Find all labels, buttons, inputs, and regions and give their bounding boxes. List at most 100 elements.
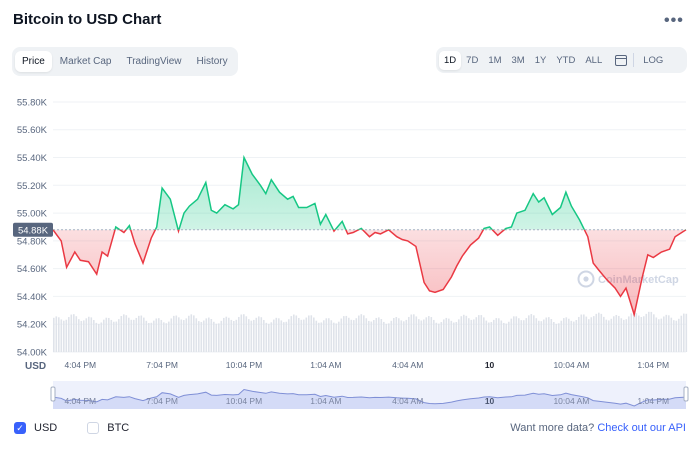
volume-bar: [385, 323, 388, 352]
log-toggle[interactable]: LOG: [643, 54, 664, 66]
volume-bar: [453, 322, 455, 352]
volume-bar: [305, 317, 308, 352]
volume-bar: [485, 320, 488, 352]
tab-history[interactable]: History: [196, 56, 228, 67]
volume-bar: [345, 315, 348, 352]
tab-tradingview[interactable]: TradingView: [126, 56, 182, 67]
volume-bar: [553, 322, 555, 352]
btc-label: BTC: [107, 422, 130, 434]
volume-bar: [420, 320, 423, 352]
volume-bar: [88, 316, 90, 352]
volume-bar: [650, 311, 653, 352]
more-options-icon[interactable]: •••: [664, 12, 684, 29]
volume-bar: [150, 322, 153, 352]
volume-bar: [648, 311, 650, 352]
navigator-right-handle[interactable]: [683, 386, 689, 402]
volume-bar: [268, 323, 270, 352]
volume-bar: [538, 320, 540, 352]
volume-bar: [393, 318, 395, 352]
volume-bar: [605, 319, 608, 352]
range-7d[interactable]: 7D: [466, 54, 479, 66]
navigator-tick-label: 4:04 AM: [392, 396, 423, 406]
volume-bar: [463, 314, 465, 352]
volume-bar: [145, 320, 148, 352]
volume-bar: [573, 321, 575, 352]
volume-bar: [115, 321, 118, 352]
volume-bar: [368, 320, 370, 352]
volume-bar: [173, 315, 175, 352]
volume-bar: [643, 316, 645, 352]
volume-bar: [465, 315, 468, 352]
volume-bar: [458, 319, 460, 352]
volume-bar: [600, 313, 603, 352]
range-1y[interactable]: 1Y: [534, 54, 547, 66]
area-fill-below-reference: [53, 229, 686, 315]
range-1d[interactable]: 1D: [439, 50, 462, 70]
volume-bar: [273, 319, 275, 352]
volume-bar: [588, 319, 590, 352]
volume-bar: [300, 319, 303, 352]
x-tick-label: 10:04 PM: [226, 360, 262, 370]
volume-bar: [255, 317, 258, 352]
volume-bar: [225, 316, 228, 352]
volume-bar: [530, 314, 533, 352]
volume-bar: [613, 316, 615, 352]
volume-bar: [348, 317, 350, 352]
volume-bar: [265, 322, 268, 352]
volume-bar: [658, 319, 660, 352]
api-link[interactable]: Check out our API: [597, 422, 686, 434]
volume-bar: [445, 317, 448, 352]
volume-bar: [490, 322, 493, 352]
navigator-tick-label: 1:04 PM: [637, 396, 669, 406]
volume-bar: [598, 312, 600, 352]
volume-bar: [533, 315, 535, 352]
volume-bar: [673, 320, 675, 352]
range-all[interactable]: ALL: [585, 54, 603, 66]
btc-checkbox[interactable]: [87, 422, 100, 434]
volume-bar: [183, 320, 185, 352]
volume-bar: [470, 319, 473, 352]
volume-bar: [75, 316, 78, 352]
volume-bar: [428, 316, 430, 352]
volume-bar: [313, 317, 315, 352]
volume-bar: [443, 319, 445, 352]
grid-lines: [53, 101, 686, 353]
navigator-left-handle[interactable]: [50, 386, 56, 402]
volume-bar: [193, 315, 195, 352]
tab-price[interactable]: Price: [15, 51, 52, 72]
range-1m[interactable]: 1M: [488, 54, 502, 66]
tab-market-cap[interactable]: Market Cap: [59, 56, 112, 67]
volume-bar: [563, 318, 565, 352]
range-navigator[interactable]: 4:04 PM 7:04 PM 10:04 PM 1:04 AM 4:04 AM 10 10…: [50, 381, 689, 409]
volume-bar: [73, 314, 75, 352]
volume-bar: [390, 320, 393, 352]
volume-bar: [208, 317, 210, 352]
volume-bar: [548, 317, 550, 352]
volume-bar: [188, 315, 190, 352]
api-promo: Want more data? Check out our API: [510, 422, 686, 434]
volume-bar: [580, 314, 583, 352]
range-3m[interactable]: 3M: [511, 54, 525, 66]
calendar-icon[interactable]: [615, 54, 628, 66]
volume-bar: [133, 319, 135, 352]
y-tick-label: 55.00K: [17, 209, 48, 220]
usd-label: USD: [34, 422, 58, 434]
volume-bar: [495, 318, 498, 352]
volume-bar: [555, 323, 558, 352]
x-tick-label: 1:04 AM: [310, 360, 341, 370]
volume-bar: [408, 316, 410, 352]
currency-axis-label: USD: [25, 361, 46, 372]
volume-bar: [523, 320, 525, 352]
volume-bar: [293, 314, 295, 352]
area-fill-above-reference: [115, 157, 585, 230]
volume-bar: [473, 319, 475, 352]
volume-bar: [218, 323, 220, 352]
volume-bar: [230, 319, 233, 352]
x-tick-label: 4:04 AM: [392, 360, 423, 370]
volume-bar: [228, 317, 230, 352]
range-ytd[interactable]: YTD: [556, 54, 576, 66]
usd-checkbox[interactable]: [14, 422, 26, 434]
y-tick-label: 54.20K: [17, 320, 48, 331]
navigator-area: [53, 389, 686, 409]
